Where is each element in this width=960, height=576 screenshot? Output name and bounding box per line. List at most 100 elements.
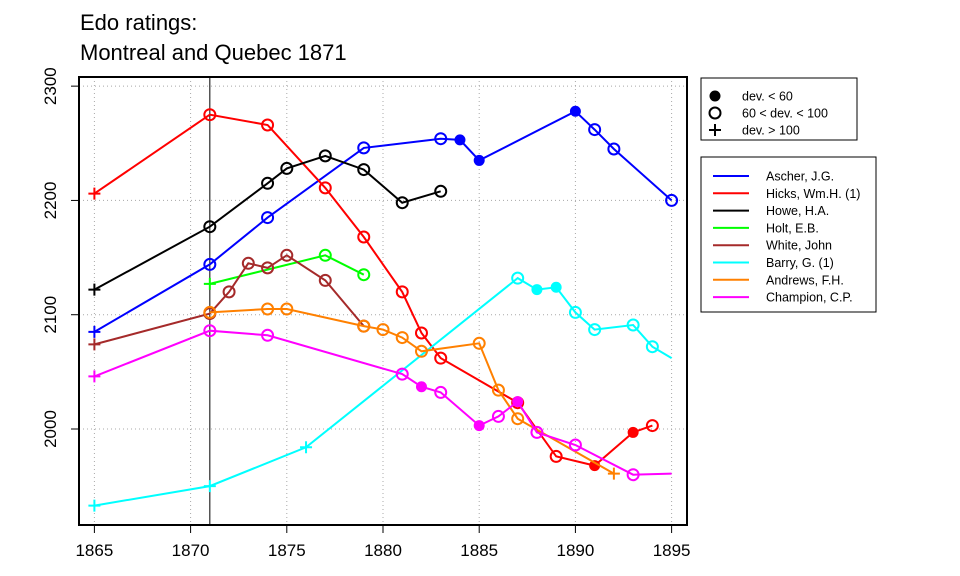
data-point bbox=[203, 480, 216, 493]
data-point bbox=[395, 331, 409, 345]
data-point bbox=[607, 142, 621, 156]
data-point bbox=[588, 123, 602, 137]
y-tick-label: 2200 bbox=[41, 182, 60, 220]
data-point bbox=[318, 273, 332, 287]
series-legend-label: Howe, H.A. bbox=[766, 204, 829, 218]
data-point bbox=[203, 277, 216, 290]
series-legend-label: Champion, C.P. bbox=[766, 291, 853, 305]
data-point bbox=[88, 187, 101, 200]
x-tick-label: 1880 bbox=[364, 541, 402, 560]
data-point bbox=[88, 338, 101, 351]
grid-lines bbox=[79, 77, 687, 525]
series-1 bbox=[88, 105, 679, 338]
x-tick-label: 1885 bbox=[460, 541, 498, 560]
x-tick-label: 1875 bbox=[268, 541, 306, 560]
data-point bbox=[414, 326, 428, 340]
data-point bbox=[472, 336, 486, 350]
data-point bbox=[568, 438, 582, 452]
marker-legend-symbol bbox=[709, 90, 721, 102]
marker-legend-label: 60 < dev. < 100 bbox=[742, 107, 828, 121]
data-point bbox=[434, 184, 448, 198]
data-point bbox=[241, 256, 255, 270]
data-point bbox=[473, 420, 485, 432]
y-tick-label: 2000 bbox=[41, 410, 60, 448]
y-axis: 2000 2100 2200 2300 bbox=[41, 67, 78, 448]
series-6 bbox=[88, 271, 673, 512]
data-point bbox=[280, 248, 294, 262]
data-point bbox=[569, 105, 581, 117]
data-point bbox=[88, 499, 101, 512]
x-tick-label: 1895 bbox=[653, 541, 691, 560]
data-point bbox=[434, 351, 448, 365]
x-tick-label: 1890 bbox=[556, 541, 594, 560]
marker-legend-symbol bbox=[709, 124, 721, 136]
data-point bbox=[357, 268, 371, 282]
data-point bbox=[88, 370, 101, 383]
data-point bbox=[454, 134, 466, 146]
marker-legend-symbol bbox=[708, 106, 722, 120]
data-point bbox=[511, 412, 525, 426]
series-line bbox=[93, 154, 441, 291]
data-point bbox=[261, 328, 275, 342]
data-point bbox=[203, 305, 217, 319]
y-tick-label: 2100 bbox=[41, 296, 60, 334]
series-2 bbox=[88, 108, 659, 472]
series-lines bbox=[88, 105, 679, 512]
data-point bbox=[203, 108, 217, 122]
data-point bbox=[261, 211, 275, 225]
data-point bbox=[588, 323, 602, 337]
data-point bbox=[626, 468, 640, 482]
data-point bbox=[550, 281, 562, 293]
chart-title: Edo ratings: Montreal and Quebec 1871 bbox=[80, 10, 347, 65]
data-point bbox=[318, 149, 332, 163]
series-legend-box bbox=[700, 156, 877, 313]
data-point bbox=[511, 271, 525, 285]
x-tick-label: 1870 bbox=[172, 541, 210, 560]
data-point bbox=[568, 305, 582, 319]
data-point bbox=[530, 425, 544, 439]
series-4 bbox=[203, 248, 371, 290]
marker-legend: dev. < 60 60 < dev. < 100 dev. > 100 bbox=[700, 77, 858, 141]
data-point bbox=[318, 248, 332, 262]
chart-title-line-1: Edo ratings: bbox=[80, 10, 197, 35]
marker-legend-box bbox=[700, 77, 858, 141]
data-point bbox=[203, 220, 217, 234]
chart-title-line-2: Montreal and Quebec 1871 bbox=[80, 40, 347, 65]
data-point bbox=[491, 409, 505, 423]
series-5 bbox=[88, 248, 371, 351]
data-point bbox=[626, 318, 640, 332]
data-point bbox=[549, 449, 563, 463]
series-legend-label: White, John bbox=[766, 239, 832, 253]
data-point bbox=[88, 283, 101, 296]
data-point bbox=[88, 325, 101, 338]
data-point bbox=[434, 132, 448, 146]
data-point bbox=[473, 154, 485, 166]
data-point bbox=[261, 176, 275, 190]
data-point bbox=[318, 181, 332, 195]
data-point bbox=[357, 141, 371, 155]
series-legend-label: Hicks, Wm.H. (1) bbox=[766, 187, 860, 201]
series-legend-label: Andrews, F.H. bbox=[766, 273, 844, 287]
data-point bbox=[222, 285, 236, 299]
data-point bbox=[645, 340, 659, 354]
series-legend-label: Barry, G. (1) bbox=[766, 256, 834, 270]
series-legend: Ascher, J.G. Hicks, Wm.H. (1) Howe, H.A. Ho… bbox=[700, 156, 877, 313]
data-point bbox=[261, 261, 275, 275]
plot-frame bbox=[78, 76, 688, 526]
series-line bbox=[209, 308, 615, 475]
data-point bbox=[531, 284, 543, 296]
x-axis: 1865 1870 1875 1880 1885 1890 1895 bbox=[75, 526, 691, 560]
y-tick-label: 2300 bbox=[41, 67, 60, 105]
data-point bbox=[645, 419, 659, 433]
data-point bbox=[261, 302, 275, 316]
data-point bbox=[280, 161, 294, 175]
data-point bbox=[607, 467, 620, 480]
series-line bbox=[93, 113, 653, 467]
data-point bbox=[376, 323, 390, 337]
data-point bbox=[491, 383, 505, 397]
data-point bbox=[261, 118, 275, 132]
data-point bbox=[395, 196, 409, 210]
marker-legend-label: dev. < 60 bbox=[742, 90, 793, 104]
data-point bbox=[627, 426, 639, 438]
